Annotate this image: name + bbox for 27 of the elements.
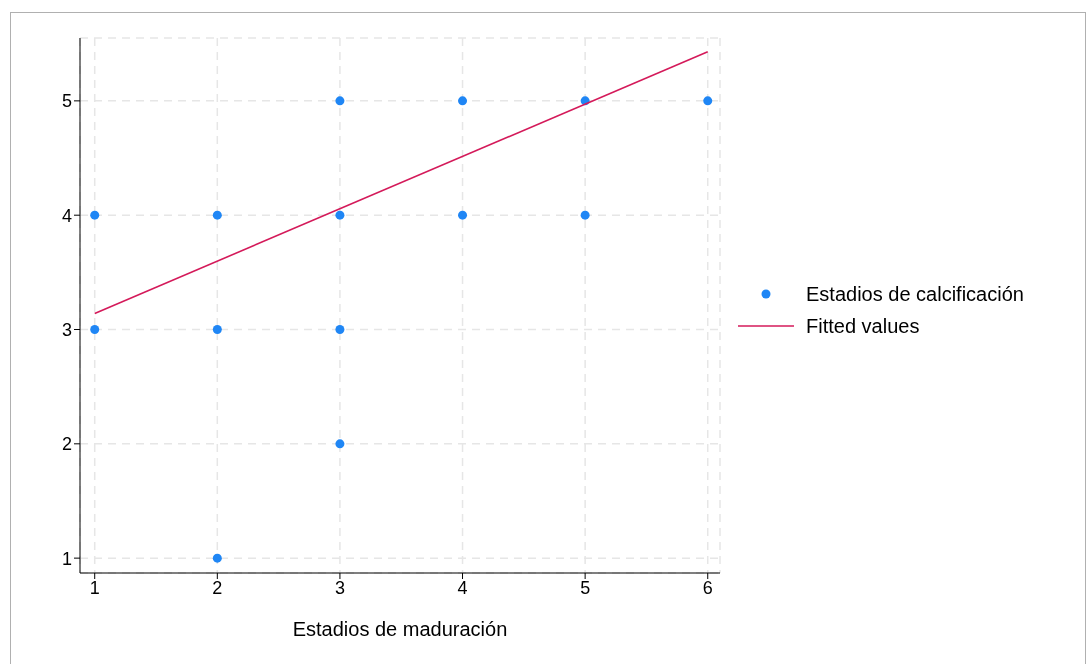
- y-tick-label: 4: [61, 205, 72, 226]
- point: [703, 96, 713, 106]
- point: [335, 210, 345, 220]
- y-tick-label: 3: [61, 319, 72, 340]
- point: [212, 553, 222, 563]
- point: [580, 210, 590, 220]
- x-tick-label: 1: [89, 577, 100, 598]
- x-tick-label: 6: [702, 577, 713, 598]
- point: [458, 210, 468, 220]
- legend-label: Estadios de calcificación: [806, 282, 1024, 306]
- point: [212, 210, 222, 220]
- y-tick-label: 1: [61, 548, 72, 569]
- point: [212, 325, 222, 335]
- point: [335, 439, 345, 449]
- x-tick-label: 3: [334, 577, 345, 598]
- point: [458, 96, 468, 106]
- legend-label: Fitted values: [806, 314, 920, 338]
- x-tick-label: 2: [212, 577, 223, 598]
- point: [335, 325, 345, 335]
- point: [335, 96, 345, 106]
- y-tick-label: 5: [61, 91, 72, 112]
- x-tick-label: 4: [457, 577, 468, 598]
- x-tick-label: 5: [580, 577, 591, 598]
- point: [90, 325, 100, 335]
- point: [90, 210, 100, 220]
- y-tick-label: 2: [61, 434, 72, 455]
- x-axis-title: Estadios de maduración: [292, 618, 508, 640]
